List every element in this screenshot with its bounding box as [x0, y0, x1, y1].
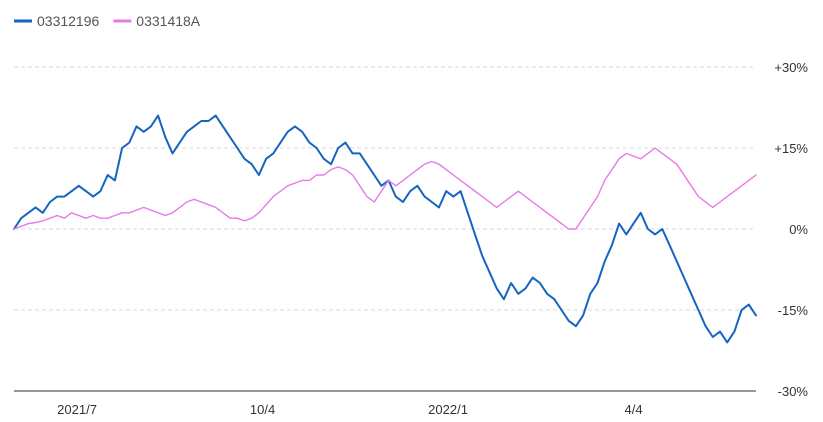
y-tick-label: 0% [789, 222, 808, 237]
y-tick-label: -15% [778, 303, 809, 318]
x-tick-label: 10/4 [250, 402, 275, 417]
series-line-03312196[interactable] [13, 114, 757, 344]
x-tick-label: 2021/7 [57, 402, 97, 417]
series-layer [13, 114, 757, 344]
legend-label[interactable]: 0331418A [136, 13, 201, 29]
grid-layer [14, 66, 756, 311]
x-tick-label: 4/4 [625, 402, 643, 417]
legend-label[interactable]: 03312196 [37, 13, 100, 29]
y-tick-label: -30% [778, 384, 809, 399]
legend[interactable]: 03312196 0331418A [14, 13, 201, 29]
series-line-0331418A[interactable] [13, 147, 757, 230]
y-tick-label: +15% [774, 141, 808, 156]
y-tick-label: +30% [774, 60, 808, 75]
x-tick-label: 2022/1 [428, 402, 468, 417]
axis-layer: +30% +15% 0% -15% -30% 2021/7 10/4 2022/1 4/4 [14, 60, 808, 417]
